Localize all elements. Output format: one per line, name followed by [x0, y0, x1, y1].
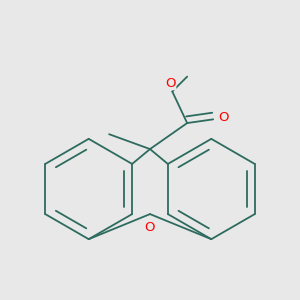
Text: O: O	[165, 76, 176, 90]
Text: O: O	[218, 111, 229, 124]
Text: O: O	[145, 221, 155, 234]
